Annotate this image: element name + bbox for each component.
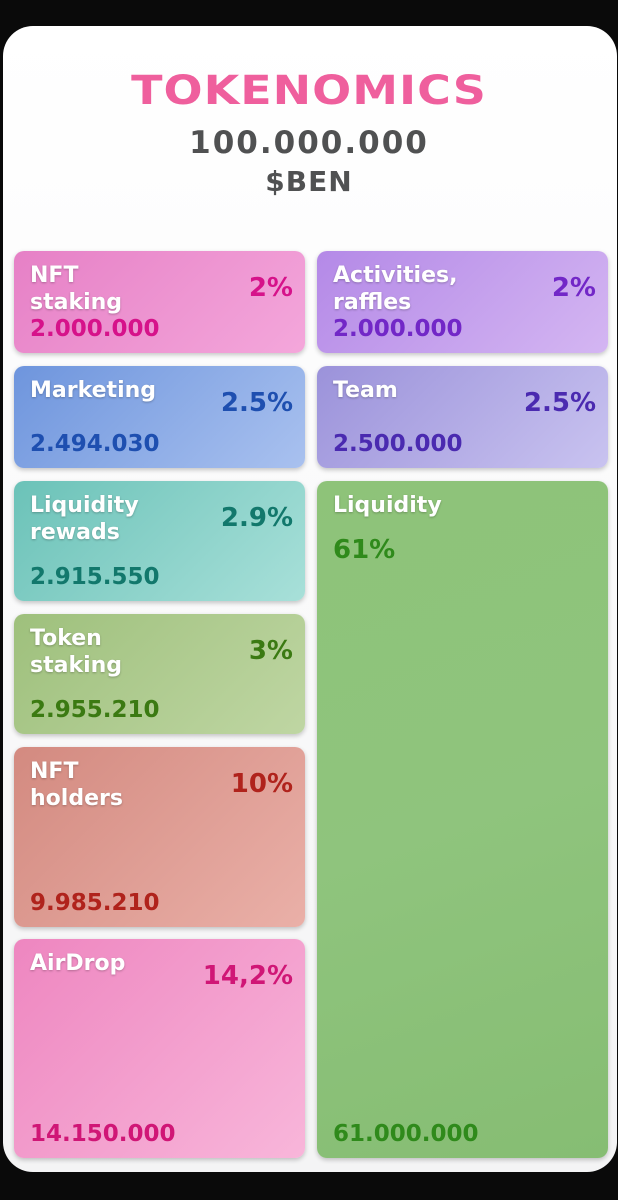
token-ticker: $BEN: [265, 165, 353, 198]
allocation-amount: 9.985.210: [30, 890, 160, 916]
allocation-label: Team: [333, 378, 398, 403]
allocation-amount: 14.150.000: [30, 1121, 176, 1147]
allocation-amount: 2.915.550: [30, 564, 160, 590]
allocation-tile-nft-holders: NFT holders 10% 9.985.210: [14, 747, 305, 927]
allocation-tile-team: Team 2.5% 2.500.000: [317, 366, 608, 468]
allocation-tile-liquidity: Liquidity 61% 61.000.000: [317, 481, 608, 1158]
allocation-percent: 2.5%: [220, 388, 293, 418]
allocation-label: Token staking: [30, 626, 123, 678]
allocation-percent: 10%: [230, 769, 293, 799]
allocation-percent: 2.5%: [523, 388, 596, 418]
total-supply: 100.000.000: [189, 125, 429, 161]
allocation-tile-airdrop: AirDrop 14,2% 14.150.000: [14, 939, 305, 1158]
page-title: TOKENOMICS: [131, 66, 487, 114]
allocation-tile-marketing: Marketing 2.5% 2.494.030: [14, 366, 305, 468]
allocation-percent: 2%: [248, 273, 293, 303]
allocation-percent: 61%: [333, 535, 396, 565]
allocation-percent: 2%: [551, 273, 596, 303]
allocation-amount: 61.000.000: [333, 1121, 479, 1147]
allocation-percent: 2.9%: [220, 503, 293, 533]
allocation-amount: 2.500.000: [333, 431, 463, 457]
allocation-amount: 2.000.000: [333, 316, 463, 342]
allocation-amount: 2.000.000: [30, 316, 160, 342]
allocation-label: Marketing: [30, 378, 157, 403]
allocation-tile-activities-raffles: Activities, raffles 2% 2.000.000: [317, 251, 608, 353]
allocation-label: Liquidity rewads: [30, 493, 139, 545]
allocation-label: NFT holders: [30, 759, 123, 811]
allocation-amount: 2.955.210: [30, 697, 160, 723]
allocation-label: Activities, raffles: [333, 263, 458, 315]
allocation-tile-liquidity-rewards: Liquidity rewads 2.9% 2.915.550: [14, 481, 305, 601]
allocation-tile-nft-staking: NFT staking 2% 2.000.000: [14, 251, 305, 353]
allocation-tile-token-staking: Token staking 3% 2.955.210: [14, 614, 305, 734]
allocation-percent: 14,2%: [202, 961, 293, 991]
allocation-label: Liquidity: [333, 493, 442, 518]
allocation-percent: 3%: [248, 636, 293, 666]
allocation-label: NFT staking: [30, 263, 123, 315]
allocation-amount: 2.494.030: [30, 431, 160, 457]
allocation-label: AirDrop: [30, 951, 126, 976]
